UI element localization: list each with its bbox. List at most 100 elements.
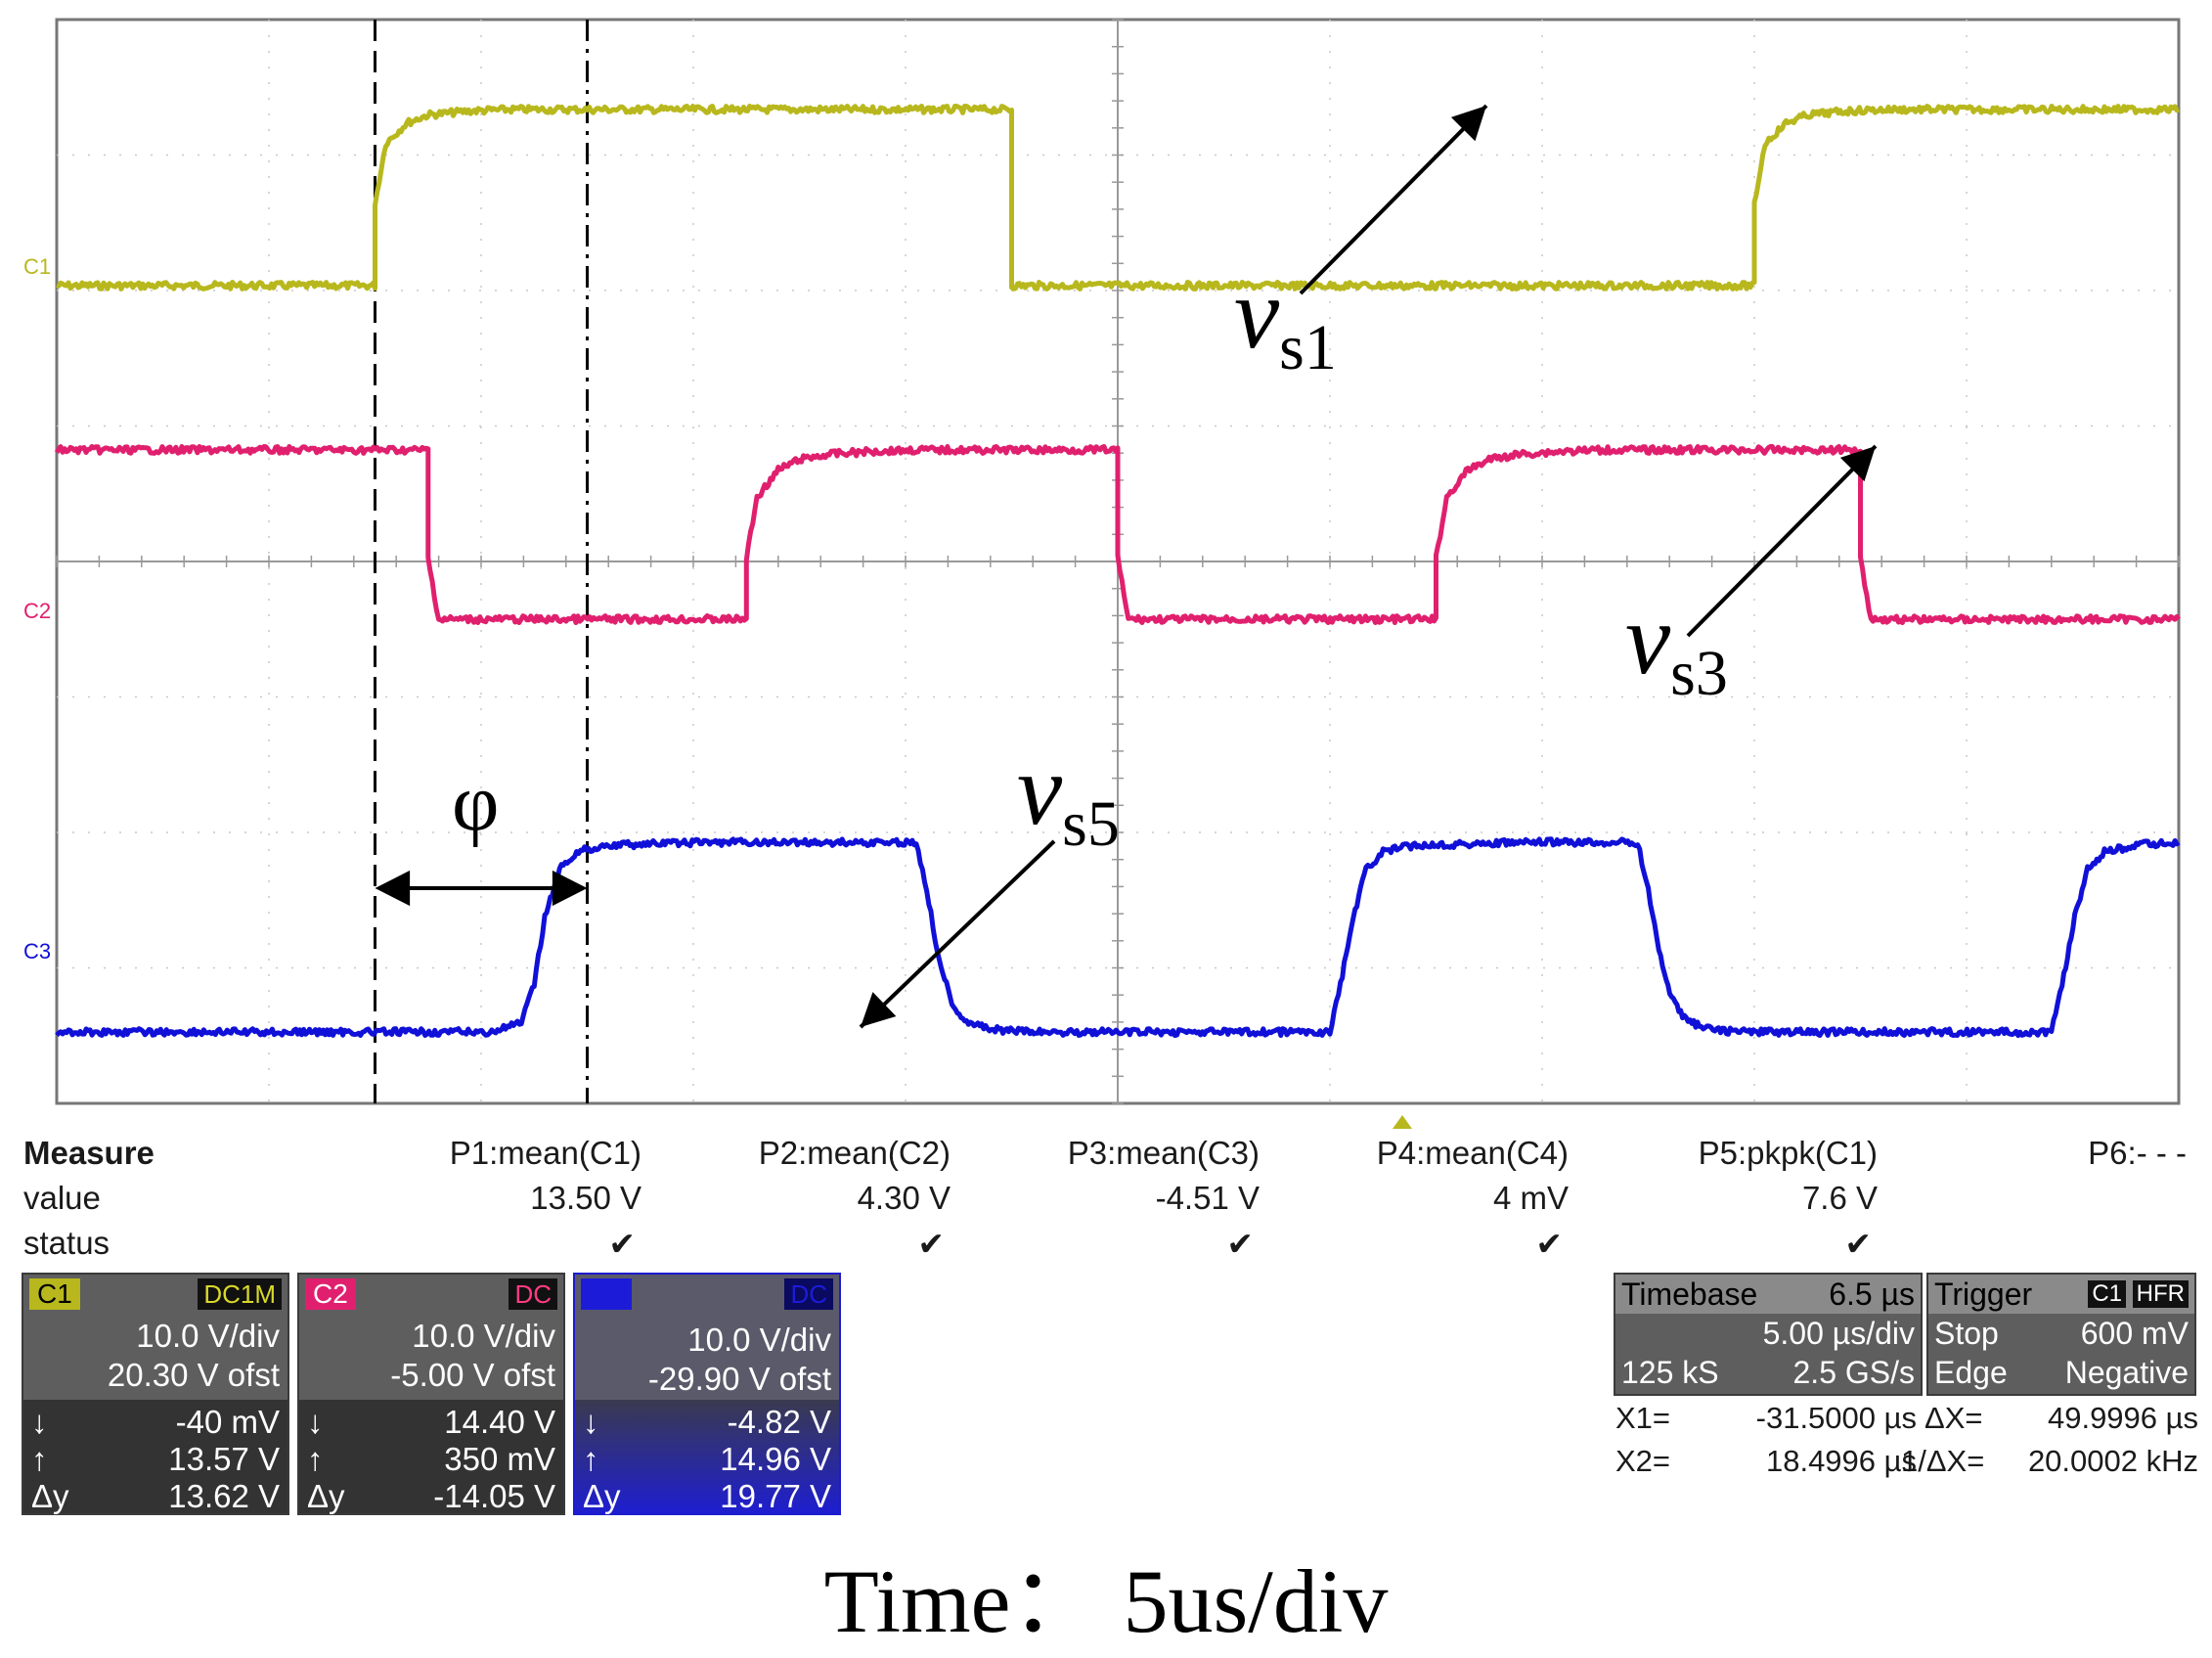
- p3-value: -4.51 V: [1155, 1180, 1260, 1216]
- arrow-vs5-head: [861, 992, 897, 1027]
- timebase-label: Timebase: [1621, 1277, 1758, 1312]
- p4-name: P4:mean(C4): [1376, 1135, 1569, 1171]
- waveform-traces: [54, 104, 2182, 1039]
- c3-tag: C3: [581, 1278, 632, 1310]
- p5-status: ✔: [1844, 1226, 1872, 1262]
- p1-name: P1:mean(C1): [449, 1135, 641, 1171]
- cursor-dx-label: ΔX=: [1924, 1401, 1983, 1435]
- trace-v-s1: [56, 104, 2180, 291]
- trigger-type: Edge: [1934, 1355, 2008, 1390]
- p3-name: P3:mean(C3): [1067, 1135, 1260, 1171]
- p2-name: P2:mean(C2): [758, 1135, 951, 1171]
- cursor-inv-label: 1/ΔX=: [1901, 1444, 1985, 1478]
- arrow-vs3: [1686, 444, 1878, 638]
- c2-dy-value: -14.05 V: [433, 1478, 555, 1514]
- phase-label: φ: [452, 757, 499, 848]
- up-arrow-icon: ↑: [307, 1441, 324, 1477]
- c1-up-value: 13.57 V: [168, 1441, 280, 1477]
- down-arrow-icon: ↓: [307, 1404, 324, 1440]
- c3-vdiv: 10.0 V/div: [687, 1322, 831, 1358]
- timebase-rate: 2.5 GS/s: [1792, 1355, 1916, 1390]
- measure-status-label: status: [23, 1225, 111, 1261]
- c2-vdiv: 10.0 V/div: [412, 1318, 555, 1354]
- cursor-x2-value: 18.4996 µs: [1765, 1444, 1917, 1478]
- arrow-vs5: [859, 839, 1056, 1029]
- timebase-samples: 125 kS: [1621, 1355, 1719, 1390]
- annotations: φ vs1 vs3 vs5: [375, 104, 1878, 1029]
- c3-ground-marker: C3: [23, 939, 51, 963]
- trigger-label: Trigger: [1934, 1277, 2033, 1312]
- up-arrow-icon: ↑: [583, 1441, 599, 1477]
- up-arrow-icon: ↑: [31, 1441, 48, 1477]
- c2-down-value: 14.40 V: [444, 1404, 555, 1440]
- p2-value: 4.30 V: [857, 1180, 951, 1216]
- trace-v-s3: [54, 444, 2182, 626]
- arrow-vs3-head: [1839, 446, 1876, 482]
- label-v-s3: vs3: [1625, 583, 1728, 709]
- cursor-x1-label: X1=: [1615, 1401, 1671, 1435]
- timebase-delay: 6.5 µs: [1829, 1277, 1915, 1312]
- trigger-position-icon: [1393, 1115, 1412, 1129]
- measure-value-label: value: [23, 1180, 101, 1216]
- measure-title: Measure: [23, 1135, 155, 1171]
- arrow-vs1: [1299, 104, 1488, 295]
- trigger-source: C1: [2088, 1280, 2126, 1308]
- timebase-per-div: 5.00 µs/div: [1762, 1316, 1915, 1351]
- time-axis-label: Time： 5us/div: [823, 1551, 1389, 1651]
- channel-panel-c1[interactable]: C1 DC1M 10.0 V/div 20.30 V ofst ↓ -40 mV…: [22, 1273, 289, 1515]
- p4-status: ✔: [1535, 1226, 1563, 1262]
- cursor-lines: [374, 20, 589, 1103]
- c1-coupling: DC1M: [198, 1278, 282, 1310]
- channel-markers: C1 C2 C3: [23, 254, 51, 963]
- cursor-x1-value: -31.5000 µs: [1755, 1401, 1917, 1435]
- trace-v-s5: [55, 836, 2181, 1039]
- c1-vdiv: 10.0 V/div: [136, 1318, 280, 1354]
- p4-value: 4 mV: [1492, 1180, 1569, 1216]
- c1-offset: 20.30 V ofst: [107, 1357, 280, 1393]
- trigger-level: 600 mV: [2080, 1316, 2189, 1351]
- c1-tag: C1: [29, 1278, 80, 1310]
- p1-value: 13.50 V: [530, 1180, 641, 1216]
- p3-status: ✔: [1226, 1226, 1254, 1262]
- grid: [56, 19, 2180, 1104]
- c3-dy-label: Δy: [583, 1478, 621, 1514]
- arrow-vs1-head: [1450, 106, 1486, 142]
- c3-up-value: 14.96 V: [720, 1441, 831, 1477]
- phase-arrow-right-head: [552, 870, 588, 907]
- timebase-panel[interactable]: Timebase 6.5 µs 5.00 µs/div 125 kS 2.5 G…: [1614, 1273, 1923, 1396]
- cursor-x2-label: X2=: [1615, 1444, 1671, 1478]
- p5-value: 7.6 V: [1801, 1180, 1878, 1216]
- c2-offset: -5.00 V ofst: [390, 1357, 555, 1393]
- c2-ground-marker: C2: [23, 599, 51, 623]
- p1-status: ✔: [608, 1226, 636, 1262]
- c3-down-value: -4.82 V: [727, 1404, 831, 1440]
- p5-name: P5:pkpk(C1): [1698, 1135, 1878, 1171]
- down-arrow-icon: ↓: [31, 1404, 48, 1440]
- c2-up-value: 350 mV: [444, 1441, 555, 1477]
- p6-name: P6:- - -: [2088, 1135, 2187, 1171]
- trigger-mode: HFR: [2132, 1280, 2189, 1308]
- cursor-dx-value: 49.9996 µs: [2047, 1401, 2198, 1435]
- trigger-slope: Negative: [2064, 1355, 2189, 1390]
- c3-dy-value: 19.77 V: [720, 1478, 831, 1514]
- trigger-panel[interactable]: Trigger C1 HFR Stop 600 mV Edge Negative: [1926, 1273, 2196, 1396]
- p2-status: ✔: [917, 1226, 945, 1262]
- c1-dy-label: Δy: [31, 1478, 69, 1514]
- c2-tag: C2: [305, 1278, 356, 1310]
- c1-dy-value: 13.62 V: [168, 1478, 280, 1514]
- c3-coupling: DC: [784, 1278, 833, 1310]
- trigger-state: Stop: [1934, 1316, 1999, 1351]
- phase-arrow-left-head: [375, 870, 411, 907]
- channel-panel-c3[interactable]: C3 DC 10.0 V/div -29.90 V ofst ↓ -4.82 V…: [573, 1273, 841, 1515]
- c1-ground-marker: C1: [23, 254, 51, 279]
- channel-panel-c2[interactable]: C2 DC 10.0 V/div -5.00 V ofst ↓ 14.40 V …: [297, 1273, 565, 1515]
- c2-coupling: DC: [509, 1278, 557, 1310]
- c3-offset: -29.90 V ofst: [647, 1361, 831, 1397]
- c2-dy-label: Δy: [307, 1478, 345, 1514]
- down-arrow-icon: ↓: [583, 1404, 599, 1440]
- label-v-s5: vs5: [1017, 734, 1120, 860]
- c1-down-value: -40 mV: [175, 1404, 280, 1440]
- cursor-inv-value: 20.0002 kHz: [2027, 1444, 2198, 1478]
- label-v-s1: vs1: [1234, 257, 1337, 383]
